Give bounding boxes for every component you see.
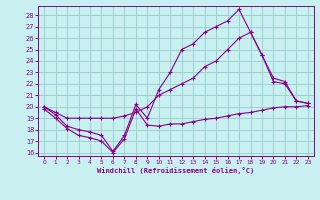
- X-axis label: Windchill (Refroidissement éolien,°C): Windchill (Refroidissement éolien,°C): [97, 167, 255, 174]
